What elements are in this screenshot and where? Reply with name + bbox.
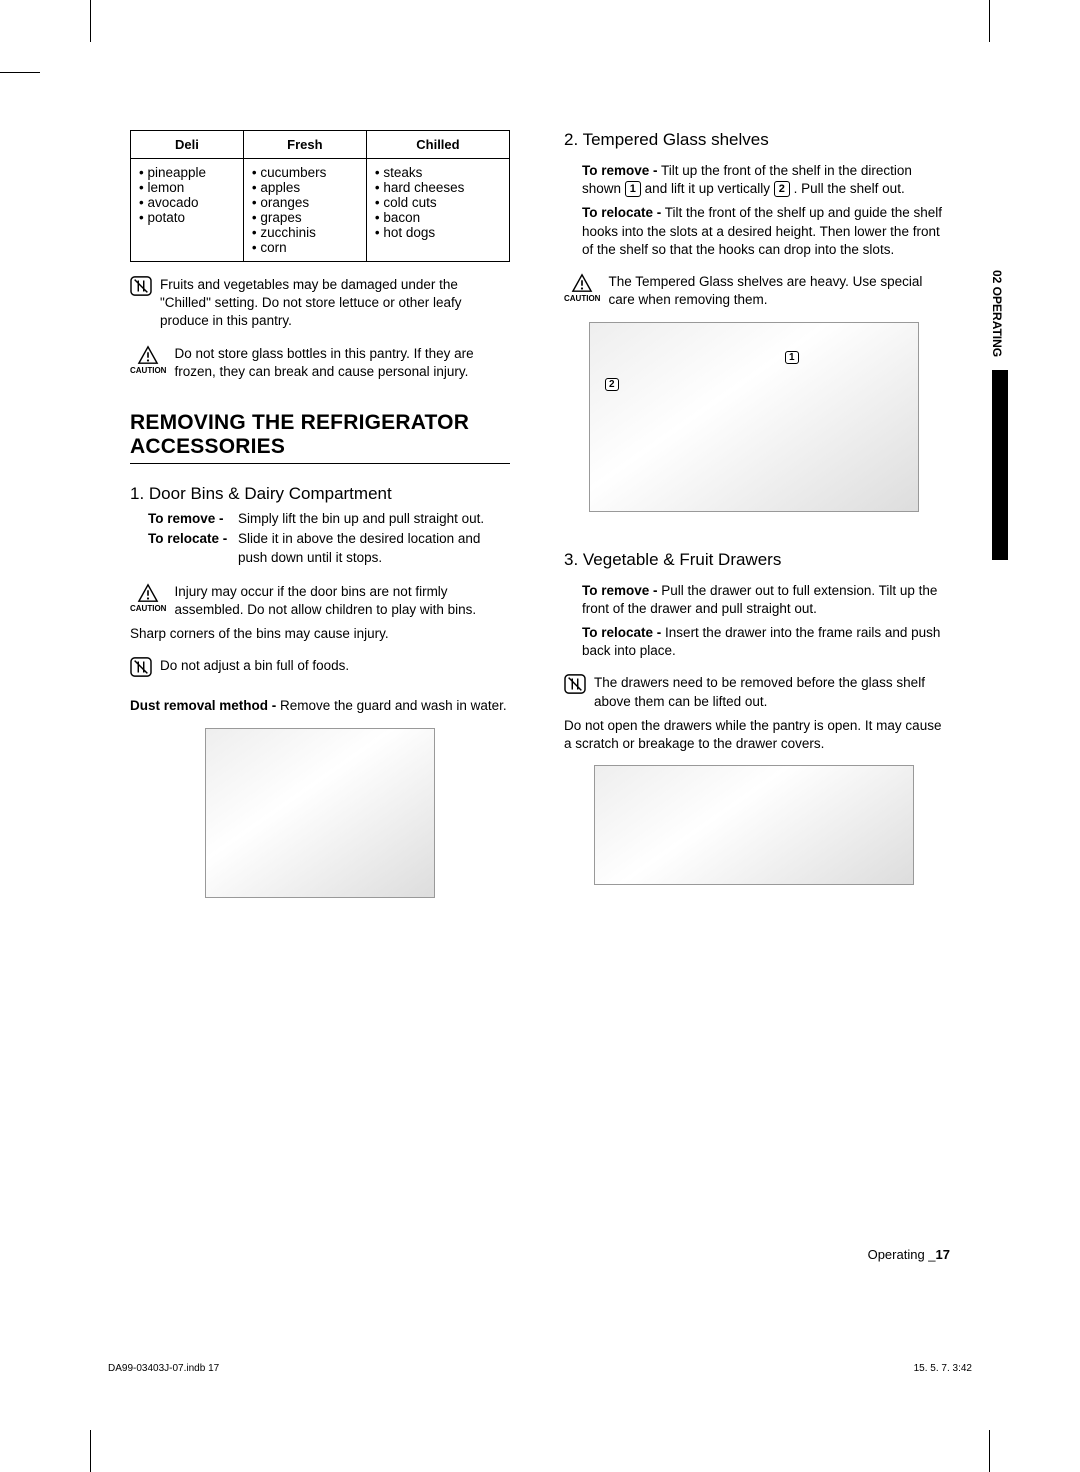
imprint-right: 15. 5. 7. 3:42 [914, 1363, 972, 1374]
note-text: Do not adjust a bin full of foods. [160, 657, 510, 677]
cropmark [90, 1430, 91, 1472]
illustration-door-bin [205, 728, 435, 898]
th-deli: Deli [131, 131, 244, 159]
imprint-left: DA99-03403J-07.indb 17 [108, 1363, 219, 1374]
illustration-drawers [594, 765, 914, 885]
key-relocate: To relocate - [582, 205, 661, 220]
text: . Pull the shelf out. [794, 181, 905, 196]
caution-label: CAUTION [130, 366, 166, 377]
val-relocate: Slide it in above the desired location a… [238, 530, 510, 566]
note-text: Fruits and vegetables may be damaged und… [160, 276, 510, 331]
drawer-remove: To remove - Pull the drawer out to full … [564, 582, 944, 618]
dust-key: Dust removal method - [130, 698, 276, 713]
callout-1: 1 [625, 181, 641, 197]
caution-icon [137, 345, 159, 365]
list-item: avocado [139, 195, 235, 210]
td-chilled: steaks hard cheeses cold cuts bacon hot … [366, 159, 509, 262]
heading-tempered-glass: 2. Tempered Glass shelves [564, 130, 944, 150]
heading-removing: REMOVING THE REFRIGERATOR ACCESSORIES [130, 411, 510, 459]
list-item: pineapple [139, 165, 235, 180]
cropmark [989, 1430, 990, 1472]
side-tab: 02 OPERATING [990, 270, 1004, 357]
list-item: potato [139, 210, 235, 225]
note-glass-bottles: CAUTION Do not store glass bottles in th… [130, 345, 510, 381]
val-remove: Simply lift the bin up and pull straight… [238, 510, 510, 528]
note-text: The drawers need to be removed before th… [594, 674, 944, 710]
cropmark [90, 0, 91, 42]
caution-label: CAUTION [564, 294, 600, 305]
caution-icon [571, 273, 593, 293]
page-content: Deli Fresh Chilled pineapple lemon avoca… [130, 130, 950, 1230]
food-table: Deli Fresh Chilled pineapple lemon avoca… [130, 130, 510, 262]
list-item: grapes [252, 210, 358, 225]
note-injury: CAUTION Injury may occur if the door bin… [130, 583, 510, 619]
key-relocate: To relocate - [148, 530, 238, 566]
th-chilled: Chilled [366, 131, 509, 159]
list-item: oranges [252, 195, 358, 210]
caution-icon [137, 583, 159, 603]
callout-2: 2 [605, 378, 619, 391]
note-text: The Tempered Glass shelves are heavy. Us… [608, 273, 944, 309]
cropmark [0, 72, 40, 73]
list-item: zucchinis [252, 225, 358, 240]
tempered-relocate: To relocate - Tilt the front of the shel… [564, 204, 944, 259]
note-icon [564, 674, 586, 694]
note-do-not-adjust: Do not adjust a bin full of foods. [130, 657, 510, 677]
list-item: hard cheeses [375, 180, 501, 195]
list-item: apples [252, 180, 358, 195]
footer-label: Operating _ [868, 1247, 936, 1262]
text-sharp: Sharp corners of the bins may cause inju… [130, 625, 510, 643]
heading-veg-fruit: 3. Vegetable & Fruit Drawers [564, 550, 944, 570]
drawer-relocate: To relocate - Insert the drawer into the… [564, 624, 944, 660]
td-fresh: cucumbers apples oranges grapes zucchini… [243, 159, 366, 262]
right-column: 2. Tempered Glass shelves To remove - Ti… [564, 130, 944, 1230]
note-drawers: The drawers need to be removed before th… [564, 674, 944, 710]
cropmark [989, 0, 990, 42]
list-item: steaks [375, 165, 501, 180]
key-remove: To remove - [148, 510, 238, 528]
list-item: cold cuts [375, 195, 501, 210]
th-fresh: Fresh [243, 131, 366, 159]
page-number: 17 [936, 1247, 950, 1262]
dust-removal: Dust removal method - Remove the guard a… [130, 697, 510, 715]
text-drawer-caution: Do not open the drawers while the pantry… [564, 717, 944, 753]
key-relocate: To relocate - [582, 625, 661, 640]
key-remove: To remove - [582, 163, 658, 178]
callout-1: 1 [785, 351, 799, 364]
key-remove: To remove - [582, 583, 658, 598]
caution-label: CAUTION [130, 604, 166, 615]
note-veg-damage: Fruits and vegetables may be damaged und… [130, 276, 510, 331]
heading-door-bins: 1. Door Bins & Dairy Compartment [130, 484, 510, 504]
note-icon [130, 657, 152, 677]
note-text: Do not store glass bottles in this pantr… [174, 345, 510, 381]
footer: Operating _17 [868, 1247, 950, 1262]
tempered-remove: To remove - Tilt up the front of the she… [564, 162, 944, 198]
rule [130, 463, 510, 464]
td-deli: pineapple lemon avocado potato [131, 159, 244, 262]
list-item: hot dogs [375, 225, 501, 240]
list-item: corn [252, 240, 358, 255]
note-text: Injury may occur if the door bins are no… [174, 583, 510, 619]
list-item: cucumbers [252, 165, 358, 180]
note-icon [130, 276, 152, 296]
dust-val: Remove the guard and wash in water. [280, 698, 507, 713]
callout-2: 2 [774, 181, 790, 197]
note-heavy: CAUTION The Tempered Glass shelves are h… [564, 273, 944, 309]
left-column: Deli Fresh Chilled pineapple lemon avoca… [130, 130, 510, 1230]
list-item: bacon [375, 210, 501, 225]
deflist: To remove - Simply lift the bin up and p… [130, 510, 510, 569]
illustration-shelf: 1 2 [589, 322, 919, 512]
list-item: lemon [139, 180, 235, 195]
text: and lift it up vertically [645, 181, 774, 196]
side-thumb-index [992, 370, 1008, 560]
